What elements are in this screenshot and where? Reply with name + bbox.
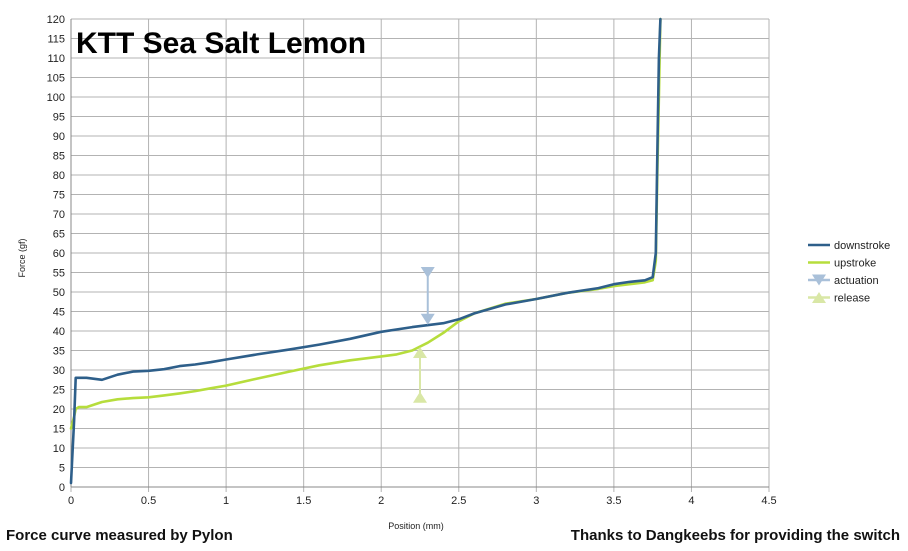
release-end-marker <box>413 346 427 358</box>
y-tick-label: 95 <box>53 112 65 124</box>
y-tick-label: 65 <box>53 229 65 241</box>
y-tick-label: 75 <box>53 190 65 202</box>
y-tick-label: 120 <box>47 14 65 26</box>
y-tick-label: 115 <box>47 34 65 46</box>
y-tick-label: 55 <box>53 268 65 280</box>
y-tick-label: 85 <box>53 151 65 163</box>
y-tick-label: 70 <box>53 209 65 221</box>
markers <box>413 267 826 403</box>
y-tick-label: 80 <box>53 170 65 182</box>
x-tick-labels: 0 0.5 1 1.5 2 2.5 3 3.5 4 4.5 <box>68 495 777 507</box>
y-tick-label: 40 <box>53 326 65 338</box>
y-tick-label: 50 <box>53 287 65 299</box>
x-axis-label: Position (mm) <box>388 521 444 531</box>
y-tick-label: 5 <box>59 463 65 475</box>
y-tick-label: 105 <box>47 73 65 85</box>
y-tick-label: 0 <box>59 482 65 494</box>
y-tick-label: 30 <box>53 365 65 377</box>
x-tick-label: 2.5 <box>451 495 466 507</box>
y-tick-label: 45 <box>53 307 65 319</box>
y-tick-label: 10 <box>53 443 65 455</box>
chart-title: KTT Sea Salt Lemon <box>76 27 366 60</box>
release-start-marker <box>413 391 427 403</box>
legend-label-downstroke: downstroke <box>834 240 890 252</box>
legend: downstroke upstroke actuation release <box>808 240 890 305</box>
y-tick-label: 20 <box>53 404 65 416</box>
x-tick-label: 4.5 <box>761 495 776 507</box>
axes <box>70 19 769 488</box>
x-tick-label: 1.5 <box>296 495 311 507</box>
series-lines <box>69 17 662 485</box>
y-tick-label: 90 <box>53 131 65 143</box>
x-tick-label: 4 <box>688 495 694 507</box>
x-tick-label: 3.5 <box>606 495 621 507</box>
actuation-end-marker <box>420 313 435 325</box>
grid-lines <box>70 18 770 492</box>
footer-credit-left: Force curve measured by Pylon <box>6 527 233 544</box>
y-tick-label: 25 <box>53 385 65 397</box>
footer-credit-right: Thanks to Dangkeebs for providing the sw… <box>570 527 900 544</box>
x-tick-label: 3 <box>533 495 539 507</box>
y-tick-label: 15 <box>53 424 65 436</box>
y-tick-label: 35 <box>53 346 65 358</box>
y-tick-label: 100 <box>47 92 65 104</box>
x-tick-label: 1 <box>223 495 229 507</box>
series-line-downstroke <box>69 17 662 485</box>
y-axis-label: Force (gf) <box>17 238 27 277</box>
legend-label-actuation: actuation <box>834 275 879 287</box>
series-line-upstroke <box>69 17 662 430</box>
y-tick-label: 60 <box>53 248 65 260</box>
y-tick-label: 110 <box>47 53 65 65</box>
legend-label-upstroke: upstroke <box>834 258 876 270</box>
legend-label-release: release <box>834 293 870 305</box>
actuation-start-marker <box>420 267 435 278</box>
x-tick-label: 0.5 <box>141 495 156 507</box>
x-tick-label: 0 <box>68 495 74 507</box>
y-tick-labels: 0 5 10 15 20 25 30 35 40 45 50 55 60 65 70 75 80 85 90 95 10… <box>47 14 65 494</box>
x-tick-label: 2 <box>378 495 384 507</box>
